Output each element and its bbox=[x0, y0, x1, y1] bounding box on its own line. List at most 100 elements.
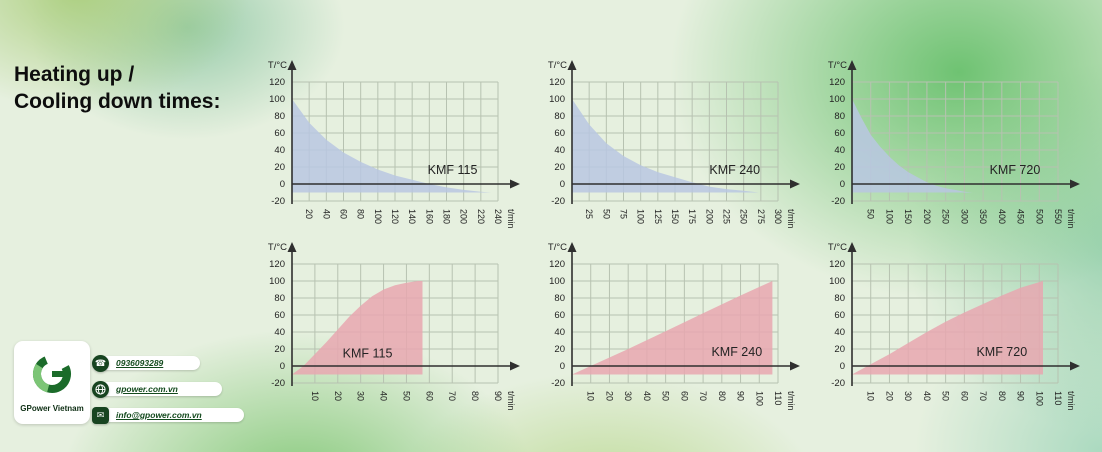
svg-text:200: 200 bbox=[922, 209, 932, 224]
svg-text:80: 80 bbox=[997, 391, 1007, 401]
svg-text:125: 125 bbox=[653, 209, 663, 224]
svg-text:0: 0 bbox=[280, 361, 285, 372]
svg-text:100: 100 bbox=[829, 276, 845, 287]
svg-text:120: 120 bbox=[269, 77, 285, 88]
svg-text:140: 140 bbox=[407, 209, 417, 224]
svg-text:20: 20 bbox=[834, 162, 845, 173]
svg-text:550: 550 bbox=[1053, 209, 1063, 224]
svg-text:KMF 720: KMF 720 bbox=[976, 345, 1027, 359]
svg-text:0: 0 bbox=[560, 179, 565, 190]
svg-text:60: 60 bbox=[679, 391, 689, 401]
page-title: Heating up / Cooling down times: bbox=[14, 62, 220, 116]
kmf115-heating-svg: T/°C 120 100 80 60 40 20 0 -20 10 20 30 40 50 60 70 80 90… bbox=[268, 242, 520, 411]
svg-text:0: 0 bbox=[840, 361, 845, 372]
svg-text:t/min: t/min bbox=[506, 391, 516, 411]
svg-text:40: 40 bbox=[642, 391, 652, 401]
page-title-line1: Heating up / bbox=[14, 63, 135, 86]
website-pill: gpower.com.vn bbox=[100, 382, 222, 396]
svg-text:80: 80 bbox=[356, 209, 366, 219]
svg-text:60: 60 bbox=[424, 391, 434, 401]
svg-text:100: 100 bbox=[636, 209, 646, 224]
svg-text:10: 10 bbox=[586, 391, 596, 401]
svg-text:0: 0 bbox=[280, 179, 285, 190]
svg-text:40: 40 bbox=[834, 145, 845, 156]
svg-text:90: 90 bbox=[493, 391, 503, 401]
svg-text:80: 80 bbox=[717, 391, 727, 401]
svg-text:80: 80 bbox=[274, 111, 285, 122]
svg-text:20: 20 bbox=[274, 344, 285, 355]
contact-row-email[interactable]: ✉ info@gpower.com.vn bbox=[92, 406, 244, 424]
svg-text:275: 275 bbox=[756, 209, 766, 224]
svg-text:t/min: t/min bbox=[1066, 209, 1076, 229]
svg-text:40: 40 bbox=[554, 145, 565, 156]
svg-text:-20: -20 bbox=[551, 196, 565, 207]
svg-text:220: 220 bbox=[476, 209, 486, 224]
svg-text:60: 60 bbox=[274, 128, 285, 139]
svg-text:40: 40 bbox=[274, 145, 285, 156]
svg-text:100: 100 bbox=[829, 94, 845, 105]
svg-text:KMF 115: KMF 115 bbox=[428, 163, 478, 177]
svg-text:20: 20 bbox=[554, 162, 565, 173]
svg-text:450: 450 bbox=[1016, 209, 1026, 224]
svg-text:t/min: t/min bbox=[786, 209, 796, 229]
svg-text:20: 20 bbox=[333, 391, 343, 401]
svg-text:0: 0 bbox=[560, 361, 565, 372]
svg-text:KMF 240: KMF 240 bbox=[709, 163, 760, 177]
svg-text:T/°C: T/°C bbox=[548, 60, 567, 71]
svg-text:30: 30 bbox=[356, 391, 366, 401]
website-url: gpower.com.vn bbox=[116, 384, 178, 394]
chart-kmf115-cooling: T/°C 120 100 80 60 40 20 0 -20 20 40 60 80 100 120 140 1… bbox=[248, 52, 538, 248]
svg-text:300: 300 bbox=[959, 209, 969, 224]
svg-text:KMF 240: KMF 240 bbox=[711, 345, 762, 359]
svg-text:KMF 115: KMF 115 bbox=[343, 347, 393, 361]
contact-row-phone[interactable]: ☎ 0936093289 bbox=[92, 354, 200, 372]
svg-text:240: 240 bbox=[493, 209, 503, 224]
svg-text:120: 120 bbox=[829, 259, 845, 270]
svg-text:60: 60 bbox=[554, 128, 565, 139]
svg-text:70: 70 bbox=[447, 391, 457, 401]
svg-text:500: 500 bbox=[1034, 209, 1044, 224]
svg-text:70: 70 bbox=[978, 391, 988, 401]
svg-text:20: 20 bbox=[604, 391, 614, 401]
svg-text:250: 250 bbox=[941, 209, 951, 224]
phone-pill: 0936093289 bbox=[100, 356, 200, 370]
svg-text:160: 160 bbox=[424, 209, 434, 224]
svg-text:30: 30 bbox=[623, 391, 633, 401]
contact-row-website[interactable]: gpower.com.vn bbox=[92, 380, 222, 398]
svg-text:20: 20 bbox=[304, 209, 314, 219]
svg-text:40: 40 bbox=[274, 327, 285, 338]
svg-text:t/min: t/min bbox=[1066, 391, 1076, 411]
svg-text:50: 50 bbox=[661, 391, 671, 401]
svg-text:120: 120 bbox=[829, 77, 845, 88]
svg-text:200: 200 bbox=[459, 209, 469, 224]
kmf720-heating-svg: T/°C 120 100 80 60 40 20 0 -20 10 20 30 40 50 60 70 80 90… bbox=[828, 242, 1080, 411]
svg-text:120: 120 bbox=[269, 259, 285, 270]
svg-text:75: 75 bbox=[619, 209, 629, 219]
svg-text:90: 90 bbox=[1016, 391, 1026, 401]
svg-text:40: 40 bbox=[554, 327, 565, 338]
brand-block: GPower Vietnam ☎ 0936093289 gpower. bbox=[14, 341, 254, 433]
svg-text:-20: -20 bbox=[551, 378, 565, 389]
svg-text:110: 110 bbox=[773, 391, 783, 405]
svg-text:100: 100 bbox=[549, 94, 565, 105]
svg-text:70: 70 bbox=[698, 391, 708, 401]
svg-text:80: 80 bbox=[470, 391, 480, 401]
svg-text:180: 180 bbox=[442, 209, 452, 224]
svg-text:80: 80 bbox=[274, 293, 285, 304]
svg-text:20: 20 bbox=[834, 344, 845, 355]
page-title-line2: Cooling down times: bbox=[14, 89, 221, 113]
svg-text:0: 0 bbox=[840, 179, 845, 190]
email-pill: info@gpower.com.vn bbox=[100, 408, 244, 422]
email-address: info@gpower.com.vn bbox=[116, 410, 202, 420]
svg-text:-20: -20 bbox=[271, 378, 285, 389]
svg-text:60: 60 bbox=[959, 391, 969, 401]
svg-text:20: 20 bbox=[274, 162, 285, 173]
svg-text:150: 150 bbox=[903, 209, 913, 224]
brand-logo-card: GPower Vietnam bbox=[14, 341, 90, 424]
svg-text:350: 350 bbox=[978, 209, 988, 224]
chart-kmf240-heating: T/°C 120 100 80 60 40 20 0 -20 10 20 30 40 50 60 70 80 90… bbox=[528, 234, 818, 430]
svg-text:T/°C: T/°C bbox=[268, 242, 287, 253]
svg-text:100: 100 bbox=[269, 94, 285, 105]
svg-text:T/°C: T/°C bbox=[268, 60, 287, 71]
